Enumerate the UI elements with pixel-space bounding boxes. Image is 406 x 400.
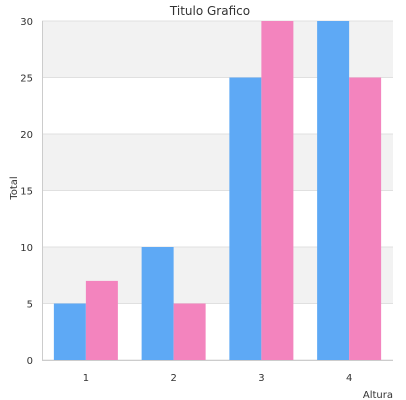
y-tick-label: 0 (27, 356, 33, 367)
x-tick-label: 4 (346, 373, 352, 384)
y-tick-label: 5 (27, 300, 33, 311)
y-tick-label: 25 (20, 74, 33, 85)
bar (53, 303, 86, 360)
x-tick-label: 2 (170, 373, 176, 384)
x-tick-label: 1 (83, 373, 89, 384)
x-tick-label: 3 (258, 373, 264, 384)
chart-title: Titulo Grafico (169, 4, 250, 18)
bar (141, 247, 174, 360)
bar (173, 303, 206, 360)
y-tick-label: 15 (20, 187, 33, 198)
y-tick-label: 10 (20, 243, 33, 254)
y-axis-label: Total (9, 176, 20, 200)
y-tick-labels: 0 5 10 15 20 25 30 (20, 17, 33, 367)
bars (53, 21, 382, 360)
bar (229, 77, 262, 360)
bar (85, 280, 118, 360)
bar (349, 77, 382, 360)
x-axis-label: Altura (363, 390, 393, 400)
y-tick-label: 30 (20, 17, 33, 28)
y-tick-label: 20 (20, 130, 33, 141)
bar (261, 21, 294, 360)
bar (317, 21, 350, 360)
x-tick-labels: 1 2 3 4 (83, 373, 353, 384)
